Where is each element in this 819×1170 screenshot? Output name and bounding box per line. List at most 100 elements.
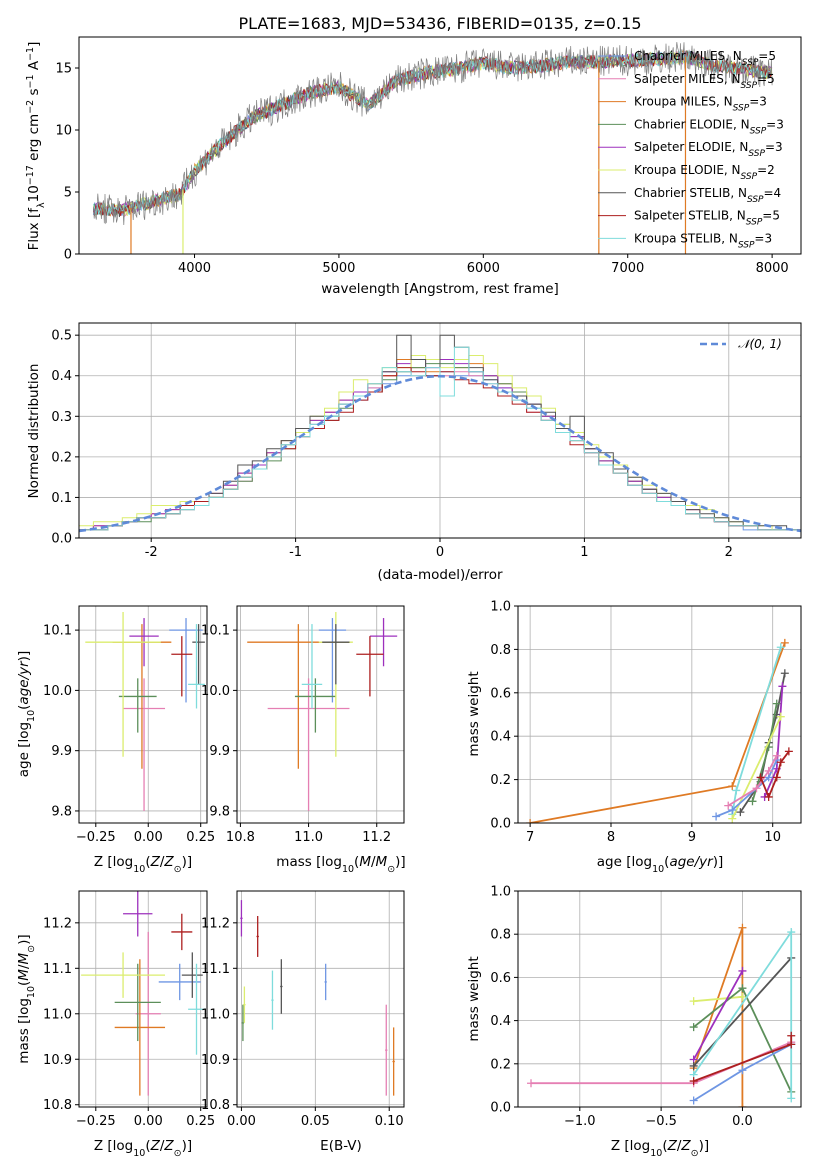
x-tick-label: 7	[526, 830, 534, 845]
label-part: A	[26, 60, 42, 74]
mass-weight-marker	[526, 819, 535, 823]
mass-weight-marker	[738, 1066, 747, 1075]
y-axis-label: age [log10(age/yr)]	[16, 651, 37, 777]
mass-weight-marker	[780, 638, 789, 647]
figure-title: PLATE=1683, MJD=53436, FIBERID=0135, z=0…	[238, 14, 641, 33]
gridlines	[237, 606, 404, 823]
mass-weight-marker	[732, 786, 741, 795]
gridlines	[237, 891, 404, 1107]
mass-weight-marker	[689, 1096, 698, 1105]
mass-weight-marker	[689, 1023, 698, 1032]
legend-label-part: Chabrier ELODIE, N	[634, 117, 750, 131]
label-part: )]	[699, 1138, 710, 1154]
mass-weight-line	[715, 759, 778, 818]
label-part: −1	[25, 47, 36, 61]
y-tick-label: 9.9	[209, 744, 230, 759]
legend-label: Chabrier ELODIE, NSSP=3	[634, 117, 784, 136]
plot-area	[526, 638, 793, 823]
label-part: −17	[25, 165, 36, 185]
legend-label-sub: SSP	[738, 240, 755, 250]
label-part: ⊙	[174, 864, 182, 875]
label-part: /	[677, 1138, 682, 1154]
label-part: (	[145, 854, 150, 870]
y-tick-label: 10.1	[43, 624, 72, 639]
gridlines	[518, 890, 801, 1108]
label-part: 10	[26, 710, 37, 722]
legend: 𝒩(0, 1)	[700, 337, 782, 351]
mass-weight-line	[693, 995, 743, 1003]
label-part: (	[16, 981, 32, 986]
label-part: )]	[16, 934, 32, 945]
mass-weight-marker	[738, 923, 747, 932]
axes-frame: 0.00 0.05 0.10 10.8 10.9 11.0 11.1 11.2 E(B-V)	[201, 890, 405, 1154]
legend-label: 𝒩(0, 1)	[738, 337, 782, 351]
legend-label-sub: SSP	[741, 81, 758, 91]
axes-frame: 4000 5000 6000 7000 8000 0 5 10 15 Chabrier MILES…	[25, 36, 802, 297]
y-axis-label: Normed distribution	[26, 364, 42, 499]
x-tick-label: 6000	[467, 261, 500, 276]
x-axis-label: Z [log10(Z/Z⊙)]	[94, 1138, 192, 1159]
mass-weight-marker	[772, 699, 781, 708]
axes-box	[236, 605, 405, 824]
mass-weight-marker	[776, 758, 785, 767]
legend-label-part: =5	[758, 49, 776, 63]
legend-label-part: Salpeter STELIB, N	[634, 209, 746, 223]
x-tick-label: -2	[145, 545, 158, 560]
data-spectrum-line	[93, 42, 773, 226]
label-part: 10	[342, 864, 354, 875]
mass-weight-marker	[776, 643, 785, 652]
label-part: age [log	[597, 854, 652, 870]
label-part: /	[160, 1138, 165, 1154]
legend-label-part: =3	[749, 95, 767, 109]
gridlines	[79, 891, 207, 1107]
y-tick-label: 10.8	[201, 1098, 230, 1113]
mass-weight-marker	[752, 784, 761, 793]
label-part: ⊙	[174, 1148, 182, 1159]
gridlines	[79, 606, 207, 823]
y-axis-label: mass [log10(M/M⊙)]	[16, 934, 37, 1063]
panel-2: −0.25 0.00 0.259.89.910.010.1Z [log10(Z/Z⊙…	[16, 605, 215, 875]
panel-7: −1.0 −0.5 0.00.00.20.40.60.81.0Z [log10(Z/…	[466, 885, 802, 1159]
axes-box	[517, 605, 802, 824]
plot-area	[92, 42, 773, 254]
mass-weight-marker	[764, 792, 773, 801]
y-tick-label: 9.8	[51, 804, 72, 819]
mass-weight-marker	[736, 808, 745, 817]
axes-box	[78, 36, 802, 255]
y-tick-label: 0.4	[490, 1014, 511, 1029]
y-tick-label: 0.6	[490, 686, 511, 701]
mass-weight-marker	[689, 1077, 698, 1086]
y-tick-label: 10	[55, 124, 72, 139]
legend-label-part: Kroupa MILES, N	[634, 95, 733, 109]
y-axis-label: mass weight	[466, 671, 482, 756]
x-tick-label: 0.25	[186, 1114, 215, 1129]
mass-weight-marker	[689, 1061, 698, 1070]
label-part: /	[16, 964, 32, 969]
label-part: age/yr	[669, 854, 714, 870]
label-part: mass [log	[276, 854, 342, 870]
y-tick-label: 0.0	[51, 532, 72, 547]
legend-label-sub: SSP	[733, 104, 750, 114]
mass-weight-marker	[787, 1040, 796, 1049]
label-part: age/yr	[16, 660, 32, 705]
y-tick-label: 15	[55, 62, 72, 77]
label-part: (	[662, 1138, 667, 1154]
x-tick-label: 11.2	[362, 830, 391, 845]
mass-weight-marker	[787, 1031, 796, 1040]
label-part: 10	[133, 864, 145, 875]
mass-weight-marker	[778, 682, 787, 691]
y-tick-label: 10.1	[201, 624, 230, 639]
x-axis-label: Z [log10(Z/Z⊙)]	[611, 1138, 709, 1159]
x-tick-label: 0.10	[375, 1114, 404, 1129]
label-part: M	[359, 854, 371, 870]
mass-weight-marker	[776, 712, 785, 721]
mass-weight-marker	[738, 984, 747, 993]
x-tick-label: −0.5	[645, 1114, 677, 1129]
x-tick-label: 8	[607, 830, 615, 845]
y-axis-label: mass weight	[466, 956, 482, 1041]
legend-label-part: Salpeter MILES, N	[634, 72, 741, 86]
